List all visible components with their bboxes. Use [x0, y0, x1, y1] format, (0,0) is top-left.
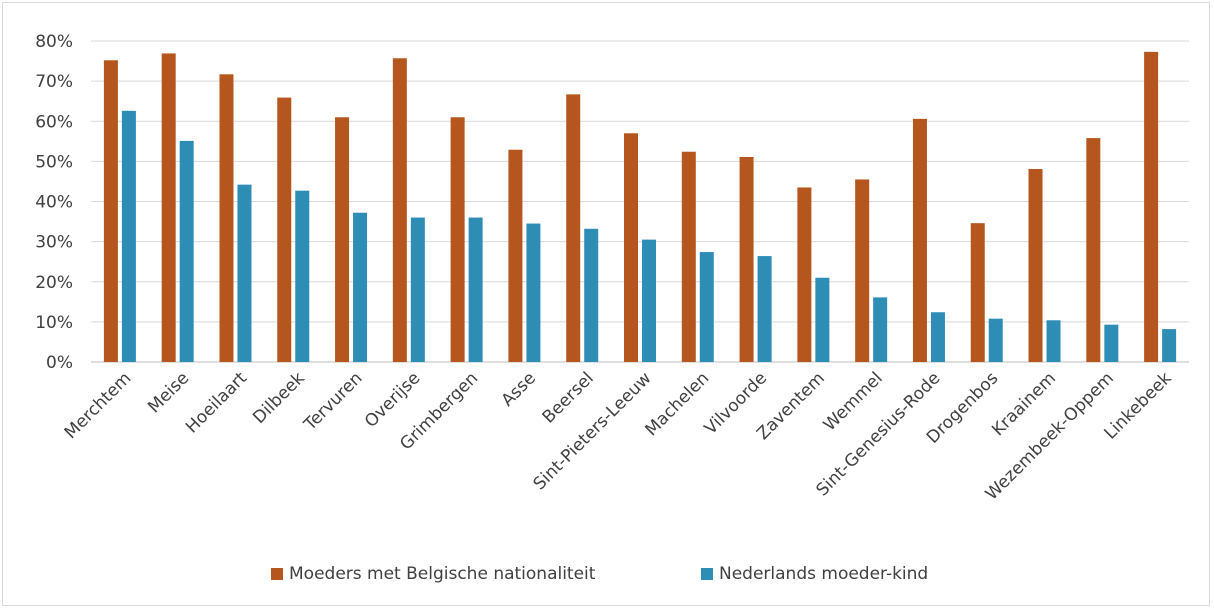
bar-belgische-nationaliteit	[392, 58, 407, 362]
bar-nederlands-moeder-kind	[121, 110, 136, 362]
y-tick-label: 80%	[35, 32, 73, 52]
bar-belgische-nationaliteit	[970, 223, 985, 362]
y-tick-label: 10%	[35, 313, 73, 333]
bar-belgische-nationaliteit	[335, 117, 350, 362]
x-tick-label: Machelen	[641, 368, 713, 440]
bar-belgische-nationaliteit	[219, 74, 234, 363]
bar-chart: 0% 10% 20% 30% 40% 50% 60% 70% 80% Merchtem MeiseH…	[35, 32, 1189, 584]
bar-nederlands-moeder-kind	[410, 217, 425, 362]
bar-nederlands-moeder-kind	[988, 318, 1003, 362]
bar-belgische-nationaliteit	[1086, 138, 1101, 362]
legend-swatch	[271, 568, 283, 580]
bar-nederlands-moeder-kind	[179, 140, 194, 362]
bar-nederlands-moeder-kind	[584, 228, 599, 362]
bar-nederlands-moeder-kind	[757, 256, 772, 362]
bar-belgische-nationaliteit	[566, 94, 581, 363]
bar-belgische-nationaliteit	[912, 118, 927, 362]
bar-nederlands-moeder-kind	[237, 184, 252, 362]
x-tick-label: Meise	[144, 368, 193, 417]
legend-label: Moeders met Belgische nationaliteit	[289, 564, 596, 584]
x-tick-label: Beersel	[539, 368, 598, 427]
x-tick-label: Dilbeek	[249, 368, 309, 428]
bar-belgische-nationaliteit	[103, 60, 118, 362]
y-tick-label: 60%	[35, 112, 73, 132]
bar-belgische-nationaliteit	[855, 179, 870, 362]
y-tick-label: 0%	[46, 353, 73, 373]
bar-nederlands-moeder-kind	[353, 212, 368, 362]
legend-swatch	[701, 568, 713, 580]
bar-nederlands-moeder-kind	[295, 190, 310, 362]
bar-nederlands-moeder-kind	[526, 223, 541, 362]
bar-nederlands-moeder-kind	[930, 312, 945, 362]
bar-belgische-nationaliteit	[1144, 51, 1159, 363]
bar-belgische-nationaliteit	[797, 187, 812, 362]
x-tick-label: Tervuren	[300, 368, 367, 435]
bar-nederlands-moeder-kind	[642, 239, 656, 362]
x-tick-label: Hoeilaart	[182, 368, 251, 437]
bar-nederlands-moeder-kind	[468, 217, 483, 362]
bar-nederlands-moeder-kind	[1046, 320, 1061, 362]
y-tick-label: 30%	[35, 233, 73, 253]
bar-belgische-nationaliteit	[1028, 168, 1043, 362]
bar-nederlands-moeder-kind	[815, 277, 830, 362]
x-tick-label: Asse	[498, 368, 540, 410]
bar-belgische-nationaliteit	[739, 156, 754, 362]
bar-belgische-nationaliteit	[624, 133, 638, 362]
bar-nederlands-moeder-kind	[1162, 329, 1177, 362]
y-tick-label: 40%	[35, 193, 73, 213]
y-tick-label: 50%	[35, 152, 73, 172]
x-tick-label: Merchtem	[61, 368, 136, 443]
y-tick-label: 20%	[35, 273, 73, 293]
bar-belgische-nationaliteit	[277, 97, 292, 363]
bar-nederlands-moeder-kind	[873, 297, 888, 362]
y-tick-label: 70%	[35, 72, 73, 92]
bar-nederlands-moeder-kind	[699, 252, 714, 362]
legend-label: Nederlands moeder-kind	[719, 564, 928, 584]
bar-belgische-nationaliteit	[681, 151, 696, 362]
bar-belgische-nationaliteit	[450, 117, 465, 362]
bar-belgische-nationaliteit	[161, 53, 176, 362]
bar-belgische-nationaliteit	[508, 149, 523, 362]
bar-nederlands-moeder-kind	[1104, 324, 1119, 362]
